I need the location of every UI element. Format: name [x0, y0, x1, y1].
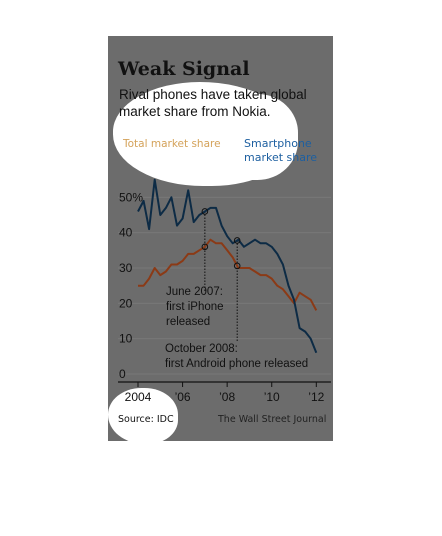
chart-plot: 0 10 20 30 40 50% 2004 ’06 ’08 ’10 ’12 June 2007: fi…: [118, 178, 331, 404]
annotation-text: October 2008:: [165, 343, 238, 355]
legend-total-market-share: Total market share: [123, 138, 221, 150]
annotation-text: first iPhone: [166, 301, 224, 313]
x-tick-label: ’08: [219, 390, 235, 404]
x-tick-label: ’12: [308, 390, 324, 404]
series-line-smartphone-market-share: [137, 178, 318, 354]
y-tick-label: 40: [119, 226, 133, 240]
series-line-total-market-share: [138, 238, 318, 311]
annotation-marker: [201, 208, 209, 215]
highlight-blob-subtitle-tail: [208, 94, 298, 180]
y-tick-label: 0: [119, 367, 126, 381]
annotation-text: first Android phone released: [165, 358, 308, 370]
annotation-marker: [201, 243, 209, 251]
y-tick-label: 10: [119, 332, 133, 346]
x-tick-label: ’10: [264, 390, 280, 404]
highlight-blob-source: [108, 388, 178, 441]
publisher-credit: The Wall Street Journal: [218, 414, 327, 425]
source-note: Source: IDC: [118, 414, 174, 425]
annotation-marker: [233, 237, 241, 244]
chart-figure: Weak Signal Rival phones have taken glob…: [108, 36, 333, 441]
y-tick-label: 30: [119, 261, 133, 275]
annotation-marker: [233, 262, 241, 270]
x-tick-label: 2004: [125, 390, 152, 404]
annotation-text: June 2007:: [166, 286, 223, 298]
y-tick-label: 20: [119, 296, 133, 310]
chart-title: Weak Signal: [118, 58, 250, 80]
annotation-text: released: [166, 316, 210, 328]
x-tick-label: ’06: [175, 390, 191, 404]
chart-subtitle: Rival phones have taken global market sh…: [119, 87, 307, 119]
legend-smartphone-market-share: Smartphone market share: [244, 137, 318, 164]
y-tick-label: 50%: [119, 190, 143, 204]
